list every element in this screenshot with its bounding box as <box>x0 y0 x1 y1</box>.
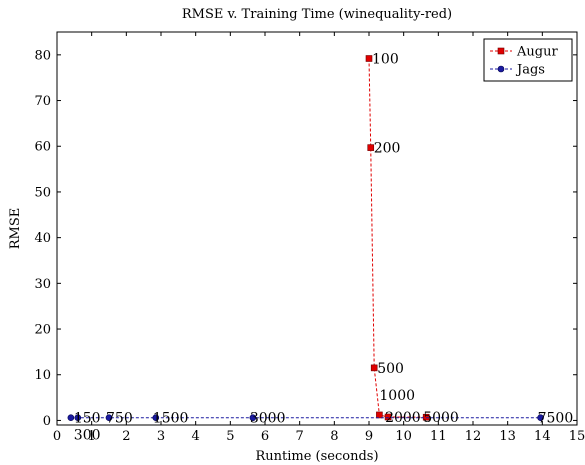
data-point <box>249 414 257 421</box>
x-tick-label: 6 <box>261 429 269 444</box>
legend-entry: Augur <box>516 45 558 60</box>
data-label: 5000 <box>423 410 459 426</box>
y-tick-label: 20 <box>34 323 51 338</box>
data-label: 200 <box>374 141 401 157</box>
x-tick-label: 3 <box>157 429 165 444</box>
x-tick-label: 0 <box>53 429 61 444</box>
data-point <box>152 414 160 421</box>
data-label: 150 <box>74 411 101 427</box>
x-tick-label: 1 <box>88 429 96 444</box>
x-tick-label: 10 <box>395 429 412 444</box>
data-label: 300 <box>74 428 101 444</box>
y-tick-label: 30 <box>34 277 51 292</box>
y-tick-label: 40 <box>34 231 51 246</box>
x-tick-label: 13 <box>499 429 516 444</box>
x-tick-label: 8 <box>330 429 338 444</box>
series-line-augur <box>368 58 427 418</box>
x-tick-label: 15 <box>569 429 585 444</box>
y-tick-label: 50 <box>34 185 51 200</box>
y-tick-label: 70 <box>34 94 51 109</box>
data-point <box>67 414 75 421</box>
data-point <box>384 413 392 421</box>
data-label: 1500 <box>153 411 189 427</box>
data-point <box>537 414 544 421</box>
data-point <box>367 144 375 151</box>
legend-entry: Jags <box>515 63 545 78</box>
chart-title: RMSE v. Training Time (winequality-red) <box>182 7 452 22</box>
data-label: 7500 <box>538 411 574 427</box>
data-label: 2000 <box>385 410 421 426</box>
y-tick-label: 80 <box>34 48 51 63</box>
x-tick-label: 7 <box>296 429 304 444</box>
y-tick-label: 0 <box>43 414 51 429</box>
legend-marker <box>497 65 505 73</box>
x-tick-label: 12 <box>465 429 482 444</box>
data-label: 500 <box>377 361 404 377</box>
x-tick-label: 11 <box>430 429 447 444</box>
x-tick-label: 2 <box>122 429 130 444</box>
data-label: 3000 <box>250 411 286 427</box>
series-jags <box>67 414 544 421</box>
data-point <box>370 364 378 372</box>
y-axis-label: RMSE <box>8 208 23 250</box>
data-label: 750 <box>106 411 133 427</box>
x-tick-label: 4 <box>192 429 200 444</box>
data-label: 100 <box>372 52 399 68</box>
legend-marker <box>497 47 505 55</box>
data-point <box>376 411 383 419</box>
data-point <box>365 55 373 62</box>
y-tick-label: 10 <box>34 368 51 383</box>
legend: Augur Jags <box>483 38 573 82</box>
y-tick-label: 60 <box>34 140 51 155</box>
legend-box <box>483 38 573 82</box>
x-tick-label: 9 <box>365 429 373 444</box>
data-point <box>74 414 82 421</box>
x-axis-label: Runtime (seconds) <box>255 449 378 464</box>
x-tick-label: 5 <box>226 429 234 444</box>
x-tick-label: 14 <box>534 429 551 444</box>
plot-frame <box>56 31 578 426</box>
data-label: 1000 <box>379 388 415 404</box>
data-point <box>105 414 113 421</box>
